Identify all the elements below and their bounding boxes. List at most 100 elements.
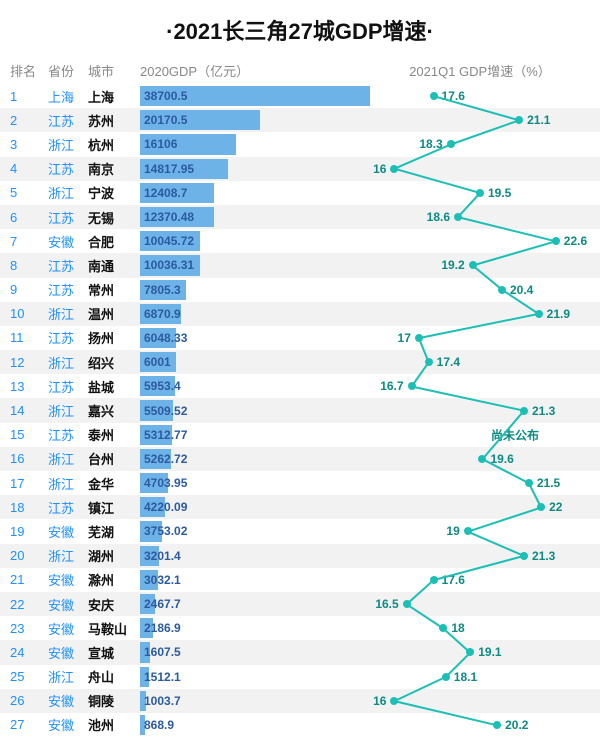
table-row: 12浙江绍兴600117.4 xyxy=(0,350,600,374)
gdp-bar-cell: 3201.4 xyxy=(140,544,370,568)
province-cell: 浙江 xyxy=(48,304,88,323)
rank-cell: 4 xyxy=(10,161,48,176)
growth-point xyxy=(466,648,474,656)
rank-cell: 19 xyxy=(10,524,48,539)
table-row: 6江苏无锡12370.4818.6 xyxy=(0,205,600,229)
growth-value: 16.5 xyxy=(375,597,398,611)
growth-cell: 16 xyxy=(370,157,590,181)
province-cell: 江苏 xyxy=(48,377,88,396)
gdp-bar-cell: 3032.1 xyxy=(140,568,370,592)
table-row: 23安徽马鞍山2186.918 xyxy=(0,616,600,640)
rank-cell: 17 xyxy=(10,476,48,491)
rank-cell: 16 xyxy=(10,451,48,466)
rank-cell: 18 xyxy=(10,500,48,515)
table-row: 20浙江湖州3201.421.3 xyxy=(0,544,600,568)
growth-point xyxy=(430,92,438,100)
growth-point xyxy=(525,479,533,487)
growth-point xyxy=(515,116,523,124)
gdp-bar-cell: 5509.52 xyxy=(140,398,370,422)
growth-cell: 17.4 xyxy=(370,350,590,374)
growth-value: 16 xyxy=(373,694,386,708)
header-rank: 排名 xyxy=(10,61,48,80)
growth-cell: 20.2 xyxy=(370,713,590,737)
growth-point xyxy=(390,697,398,705)
gdp-value: 5262.72 xyxy=(144,452,187,466)
growth-point xyxy=(390,165,398,173)
growth-cell: 17 xyxy=(370,326,590,350)
rank-cell: 15 xyxy=(10,427,48,442)
rank-cell: 25 xyxy=(10,669,48,684)
growth-value: 19.6 xyxy=(490,452,513,466)
table-header: 排名 省份 城市 2020GDP（亿元） 2021Q1 GDP增速（%） xyxy=(0,56,600,84)
province-cell: 浙江 xyxy=(48,667,88,686)
growth-point xyxy=(415,334,423,342)
gdp-bar-cell: 1512.1 xyxy=(140,665,370,689)
table-row: 7安徽合肥10045.7222.6 xyxy=(0,229,600,253)
table-row: 21安徽滁州3032.117.6 xyxy=(0,568,600,592)
growth-value: 19.2 xyxy=(441,258,464,272)
growth-value: 18.6 xyxy=(427,210,450,224)
growth-cell: 21.9 xyxy=(370,302,590,326)
growth-point xyxy=(430,576,438,584)
rank-cell: 2 xyxy=(10,113,48,128)
table-row: 13江苏盐城5953.416.7 xyxy=(0,374,600,398)
city-cell: 舟山 xyxy=(88,667,140,686)
gdp-bar-cell: 868.9 xyxy=(140,713,370,737)
rank-cell: 1 xyxy=(10,89,48,104)
gdp-value: 5509.52 xyxy=(144,404,187,418)
growth-cell: 19.1 xyxy=(370,640,590,664)
rank-cell: 11 xyxy=(10,330,48,345)
gdp-value: 12408.7 xyxy=(144,186,187,200)
growth-value: 17.4 xyxy=(437,355,460,369)
city-cell: 铜陵 xyxy=(88,691,140,710)
growth-cell: 18 xyxy=(370,616,590,640)
growth-value: 17.6 xyxy=(442,89,465,103)
city-cell: 扬州 xyxy=(88,328,140,347)
header-province: 省份 xyxy=(48,61,88,80)
gdp-value: 3753.02 xyxy=(144,524,187,538)
gdp-value: 4220.09 xyxy=(144,500,187,514)
province-cell: 浙江 xyxy=(48,474,88,493)
growth-point xyxy=(520,407,528,415)
growth-cell: 18.6 xyxy=(370,205,590,229)
province-cell: 浙江 xyxy=(48,449,88,468)
rank-cell: 21 xyxy=(10,572,48,587)
table-row: 8江苏南通10036.3119.2 xyxy=(0,253,600,277)
table-row: 17浙江金华4703.9521.5 xyxy=(0,471,600,495)
gdp-bar-cell: 6870.9 xyxy=(140,302,370,326)
gdp-value: 12370.48 xyxy=(144,210,194,224)
table-row: 26安徽铜陵1003.716 xyxy=(0,689,600,713)
gdp-value: 6870.9 xyxy=(144,307,181,321)
gdp-value: 16106 xyxy=(144,137,177,151)
growth-point xyxy=(464,527,472,535)
table-row: 18江苏镇江4220.0922 xyxy=(0,495,600,519)
gdp-value: 10036.31 xyxy=(144,258,194,272)
table-row: 10浙江温州6870.921.9 xyxy=(0,302,600,326)
gdp-value: 20170.5 xyxy=(144,113,187,127)
table-row: 16浙江台州5262.7219.6 xyxy=(0,447,600,471)
growth-point xyxy=(408,382,416,390)
gdp-bar-cell: 2186.9 xyxy=(140,616,370,640)
rank-cell: 10 xyxy=(10,306,48,321)
gdp-bar-cell: 10036.31 xyxy=(140,253,370,277)
growth-point xyxy=(537,503,545,511)
table-row: 5浙江宁波12408.719.5 xyxy=(0,181,600,205)
gdp-bar-cell: 2467.7 xyxy=(140,592,370,616)
table-row: 22安徽安庆2467.716.5 xyxy=(0,592,600,616)
growth-point xyxy=(425,358,433,366)
rank-cell: 7 xyxy=(10,234,48,249)
growth-cell: 18.1 xyxy=(370,665,590,689)
growth-cell: 20.4 xyxy=(370,278,590,302)
growth-cell: 22 xyxy=(370,495,590,519)
growth-value: 19.5 xyxy=(488,186,511,200)
rank-cell: 26 xyxy=(10,693,48,708)
gdp-value: 38700.5 xyxy=(144,89,187,103)
table-row: 19安徽芜湖3753.0219 xyxy=(0,519,600,543)
city-cell: 宣城 xyxy=(88,643,140,662)
gdp-value: 6048.33 xyxy=(144,331,187,345)
chart-title: ·2021长三角27城GDP增速· xyxy=(0,0,600,56)
growth-value: 19 xyxy=(446,524,459,538)
table-row: 27安徽池州868.920.2 xyxy=(0,713,600,737)
header-city: 城市 xyxy=(88,61,140,80)
province-cell: 安徽 xyxy=(48,619,88,638)
